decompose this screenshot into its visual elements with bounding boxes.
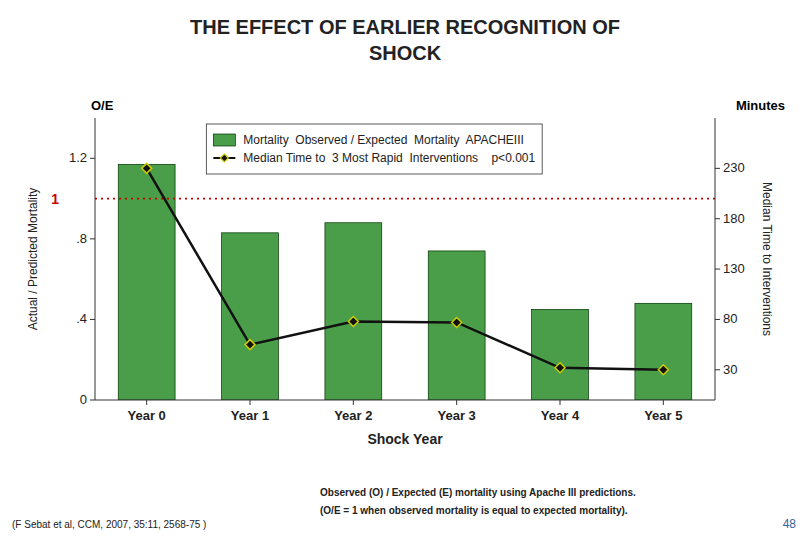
- x-tick-label: Year 2: [334, 408, 372, 423]
- footnote: (O/E = 1 when observed mortality is equa…: [320, 505, 628, 516]
- y2-tick: [715, 369, 720, 370]
- chart: THE EFFECT OF EARLIER RECOGNITION OF SHOC…: [0, 0, 810, 540]
- reference-label: 1: [51, 191, 59, 207]
- page-number: 48: [783, 517, 797, 531]
- y-axis: [95, 118, 96, 400]
- bar: [325, 223, 382, 400]
- x-tick: [663, 400, 664, 405]
- bar: [222, 233, 279, 400]
- y2-tick-label: 30: [723, 362, 737, 377]
- x-tick-label: Year 4: [541, 408, 580, 423]
- line: [147, 168, 664, 369]
- y2-tick: [715, 319, 720, 320]
- marker: [452, 317, 462, 327]
- marks: [95, 163, 715, 400]
- x-tick: [353, 400, 354, 405]
- y-tick: [90, 319, 95, 320]
- marker: [348, 316, 358, 326]
- reference-line: [95, 198, 715, 200]
- y2-tick-label: 180: [723, 211, 745, 226]
- x-tick-label: Year 0: [128, 408, 166, 423]
- bar: [532, 309, 589, 400]
- y2-tick-label: 230: [723, 160, 745, 175]
- x-tick: [456, 400, 457, 405]
- legend-marker: [220, 154, 228, 162]
- axes: 0 .4 .8 1.2 30 80 130 180 230 Year 0 Year 1 Year 2 Y…: [69, 118, 745, 423]
- y2-axis: [715, 118, 716, 400]
- x-tick-label: Year 1: [231, 408, 269, 423]
- x-tick: [250, 400, 251, 405]
- background: [0, 0, 810, 540]
- marker: [555, 363, 565, 373]
- y2-tick-label: 130: [723, 261, 745, 276]
- y-tick: [90, 400, 95, 401]
- bar: [635, 303, 692, 400]
- y-axis-label: Actual / Predicted Mortality: [26, 188, 40, 331]
- y-tick: [90, 158, 95, 159]
- footnote: (F Sebat et al, CCM, 2007, 35:11, 2568-7…: [12, 519, 206, 530]
- y-tick-label: 0: [80, 392, 87, 407]
- footnote: Observed (O) / Expected (E) mortality us…: [320, 487, 636, 498]
- title: THE EFFECT OF EARLIER RECOGNITION OF: [190, 16, 620, 38]
- x-tick-label: Year 5: [644, 408, 682, 423]
- y-tick-label: .4: [76, 311, 87, 326]
- y2-axis-label: Median Time to Interventions: [760, 182, 774, 336]
- y2-tick: [715, 218, 720, 219]
- legend-entry: Mortality Observed / Expected Mortality …: [243, 133, 524, 147]
- y-tick-label: 1.2: [69, 150, 87, 165]
- legend-swatch: [213, 134, 235, 146]
- y-tick-label: .8: [76, 231, 87, 246]
- y2-tick-label: 80: [723, 311, 737, 326]
- marker: [245, 340, 255, 350]
- legend-box: [206, 124, 542, 174]
- title: SHOCK: [369, 42, 442, 64]
- x-tick-label: Year 3: [438, 408, 476, 423]
- x-axis-label: Shock Year: [367, 431, 443, 447]
- annotation: O/E: [91, 98, 114, 113]
- y-tick: [90, 238, 95, 239]
- y2-tick: [715, 269, 720, 270]
- marker: [658, 365, 668, 375]
- legend-entry: Median Time to 3 Most Rapid Intervention…: [243, 151, 535, 165]
- annotation: Minutes: [736, 98, 785, 113]
- x-tick: [560, 400, 561, 405]
- x-tick: [146, 400, 147, 405]
- bar: [428, 251, 485, 400]
- x-axis: [95, 400, 715, 401]
- bar: [118, 164, 175, 400]
- legend: Mortality Observed / Expected Mortality …: [206, 124, 542, 174]
- marker: [142, 163, 152, 173]
- y2-tick: [715, 168, 720, 169]
